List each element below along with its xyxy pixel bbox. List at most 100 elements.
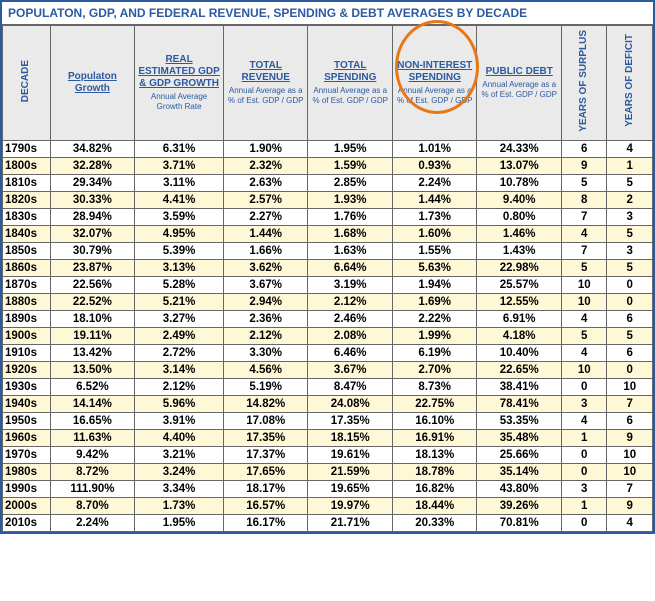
- cell: 1.59%: [308, 157, 393, 174]
- header-debt: PUBLIC DEBTAnnual Average as a % of Est.…: [477, 26, 562, 141]
- cell: 22.56%: [50, 276, 135, 293]
- cell: 35.14%: [477, 463, 562, 480]
- cell: 1.43%: [477, 242, 562, 259]
- cell: 10: [607, 378, 653, 395]
- cell: 4.40%: [135, 429, 224, 446]
- cell: 1: [561, 429, 607, 446]
- table-row: 1970s9.42%3.21%17.37%19.61%18.13%25.66%0…: [3, 446, 653, 463]
- cell: 0: [607, 293, 653, 310]
- cell: 25.57%: [477, 276, 562, 293]
- cell: 5: [561, 174, 607, 191]
- cell: 4: [561, 412, 607, 429]
- cell: 9: [607, 429, 653, 446]
- cell: 1830s: [3, 208, 51, 225]
- table-title: POPULATON, GDP, AND FEDERAL REVENUE, SPE…: [2, 2, 653, 25]
- cell: 25.66%: [477, 446, 562, 463]
- cell: 7: [561, 242, 607, 259]
- cell: 1.95%: [135, 514, 224, 531]
- cell: 9: [561, 157, 607, 174]
- header-spending: TOTAL SPENDINGAnnual Average as a % of E…: [308, 26, 393, 141]
- cell: 2.63%: [223, 174, 308, 191]
- cell: 30.79%: [50, 242, 135, 259]
- cell: 5.96%: [135, 395, 224, 412]
- cell: 19.65%: [308, 480, 393, 497]
- table-container: POPULATON, GDP, AND FEDERAL REVENUE, SPE…: [0, 0, 655, 534]
- cell: 0.93%: [392, 157, 477, 174]
- cell: 7: [607, 480, 653, 497]
- cell: 8.47%: [308, 378, 393, 395]
- cell: 6.64%: [308, 259, 393, 276]
- cell: 24.08%: [308, 395, 393, 412]
- cell: 5: [607, 259, 653, 276]
- cell: 1.46%: [477, 225, 562, 242]
- cell: 1950s: [3, 412, 51, 429]
- cell: 1.01%: [392, 140, 477, 157]
- cell: 1: [607, 157, 653, 174]
- cell: 16.82%: [392, 480, 477, 497]
- cell: 1970s: [3, 446, 51, 463]
- cell: 14.14%: [50, 395, 135, 412]
- cell: 1920s: [3, 361, 51, 378]
- cell: 0: [607, 276, 653, 293]
- cell: 4.41%: [135, 191, 224, 208]
- cell: 78.41%: [477, 395, 562, 412]
- cell: 3.34%: [135, 480, 224, 497]
- cell: 2010s: [3, 514, 51, 531]
- cell: 4.95%: [135, 225, 224, 242]
- table-row: 1800s32.28%3.71%2.32%1.59%0.93%13.07%91: [3, 157, 653, 174]
- cell: 3.71%: [135, 157, 224, 174]
- cell: 1.93%: [308, 191, 393, 208]
- table-row: 1980s8.72%3.24%17.65%21.59%18.78%35.14%0…: [3, 463, 653, 480]
- cell: 2.12%: [308, 293, 393, 310]
- cell: 8.72%: [50, 463, 135, 480]
- cell: 1.99%: [392, 327, 477, 344]
- cell: 3.67%: [308, 361, 393, 378]
- cell: 24.33%: [477, 140, 562, 157]
- cell: 10.78%: [477, 174, 562, 191]
- table-row: 1830s28.94%3.59%2.27%1.76%1.73%0.80%73: [3, 208, 653, 225]
- cell: 0: [561, 378, 607, 395]
- cell: 17.35%: [223, 429, 308, 446]
- cell: 3: [561, 480, 607, 497]
- cell: 9.40%: [477, 191, 562, 208]
- cell: 6: [607, 412, 653, 429]
- cell: 6: [607, 310, 653, 327]
- table-row: 1790s34.82%6.31%1.90%1.95%1.01%24.33%64: [3, 140, 653, 157]
- cell: 1.63%: [308, 242, 393, 259]
- cell: 4.18%: [477, 327, 562, 344]
- cell: 18.78%: [392, 463, 477, 480]
- cell: 1.76%: [308, 208, 393, 225]
- cell: 3.11%: [135, 174, 224, 191]
- cell: 3.14%: [135, 361, 224, 378]
- table-row: 1870s22.56%5.28%3.67%3.19%1.94%25.57%100: [3, 276, 653, 293]
- cell: 1890s: [3, 310, 51, 327]
- table-row: 1930s6.52%2.12%5.19%8.47%8.73%38.41%010: [3, 378, 653, 395]
- cell: 4: [561, 344, 607, 361]
- cell: 10: [607, 446, 653, 463]
- cell: 18.13%: [392, 446, 477, 463]
- cell: 8.70%: [50, 497, 135, 514]
- cell: 1810s: [3, 174, 51, 191]
- cell: 1.94%: [392, 276, 477, 293]
- cell: 22.98%: [477, 259, 562, 276]
- table-row: 1940s14.14%5.96%14.82%24.08%22.75%78.41%…: [3, 395, 653, 412]
- cell: 3: [561, 395, 607, 412]
- cell: 18.44%: [392, 497, 477, 514]
- table-row: 1990s111.90%3.34%18.17%19.65%16.82%43.80…: [3, 480, 653, 497]
- cell: 14.82%: [223, 395, 308, 412]
- cell: 2.12%: [135, 378, 224, 395]
- cell: 18.17%: [223, 480, 308, 497]
- cell: 28.94%: [50, 208, 135, 225]
- cell: 5.63%: [392, 259, 477, 276]
- cell: 9.42%: [50, 446, 135, 463]
- cell: 17.65%: [223, 463, 308, 480]
- cell: 22.75%: [392, 395, 477, 412]
- cell: 0: [607, 361, 653, 378]
- cell: 4: [561, 225, 607, 242]
- cell: 6: [607, 344, 653, 361]
- cell: 12.55%: [477, 293, 562, 310]
- cell: 1: [561, 497, 607, 514]
- cell: 5.28%: [135, 276, 224, 293]
- cell: 0: [561, 514, 607, 531]
- cell: 10.40%: [477, 344, 562, 361]
